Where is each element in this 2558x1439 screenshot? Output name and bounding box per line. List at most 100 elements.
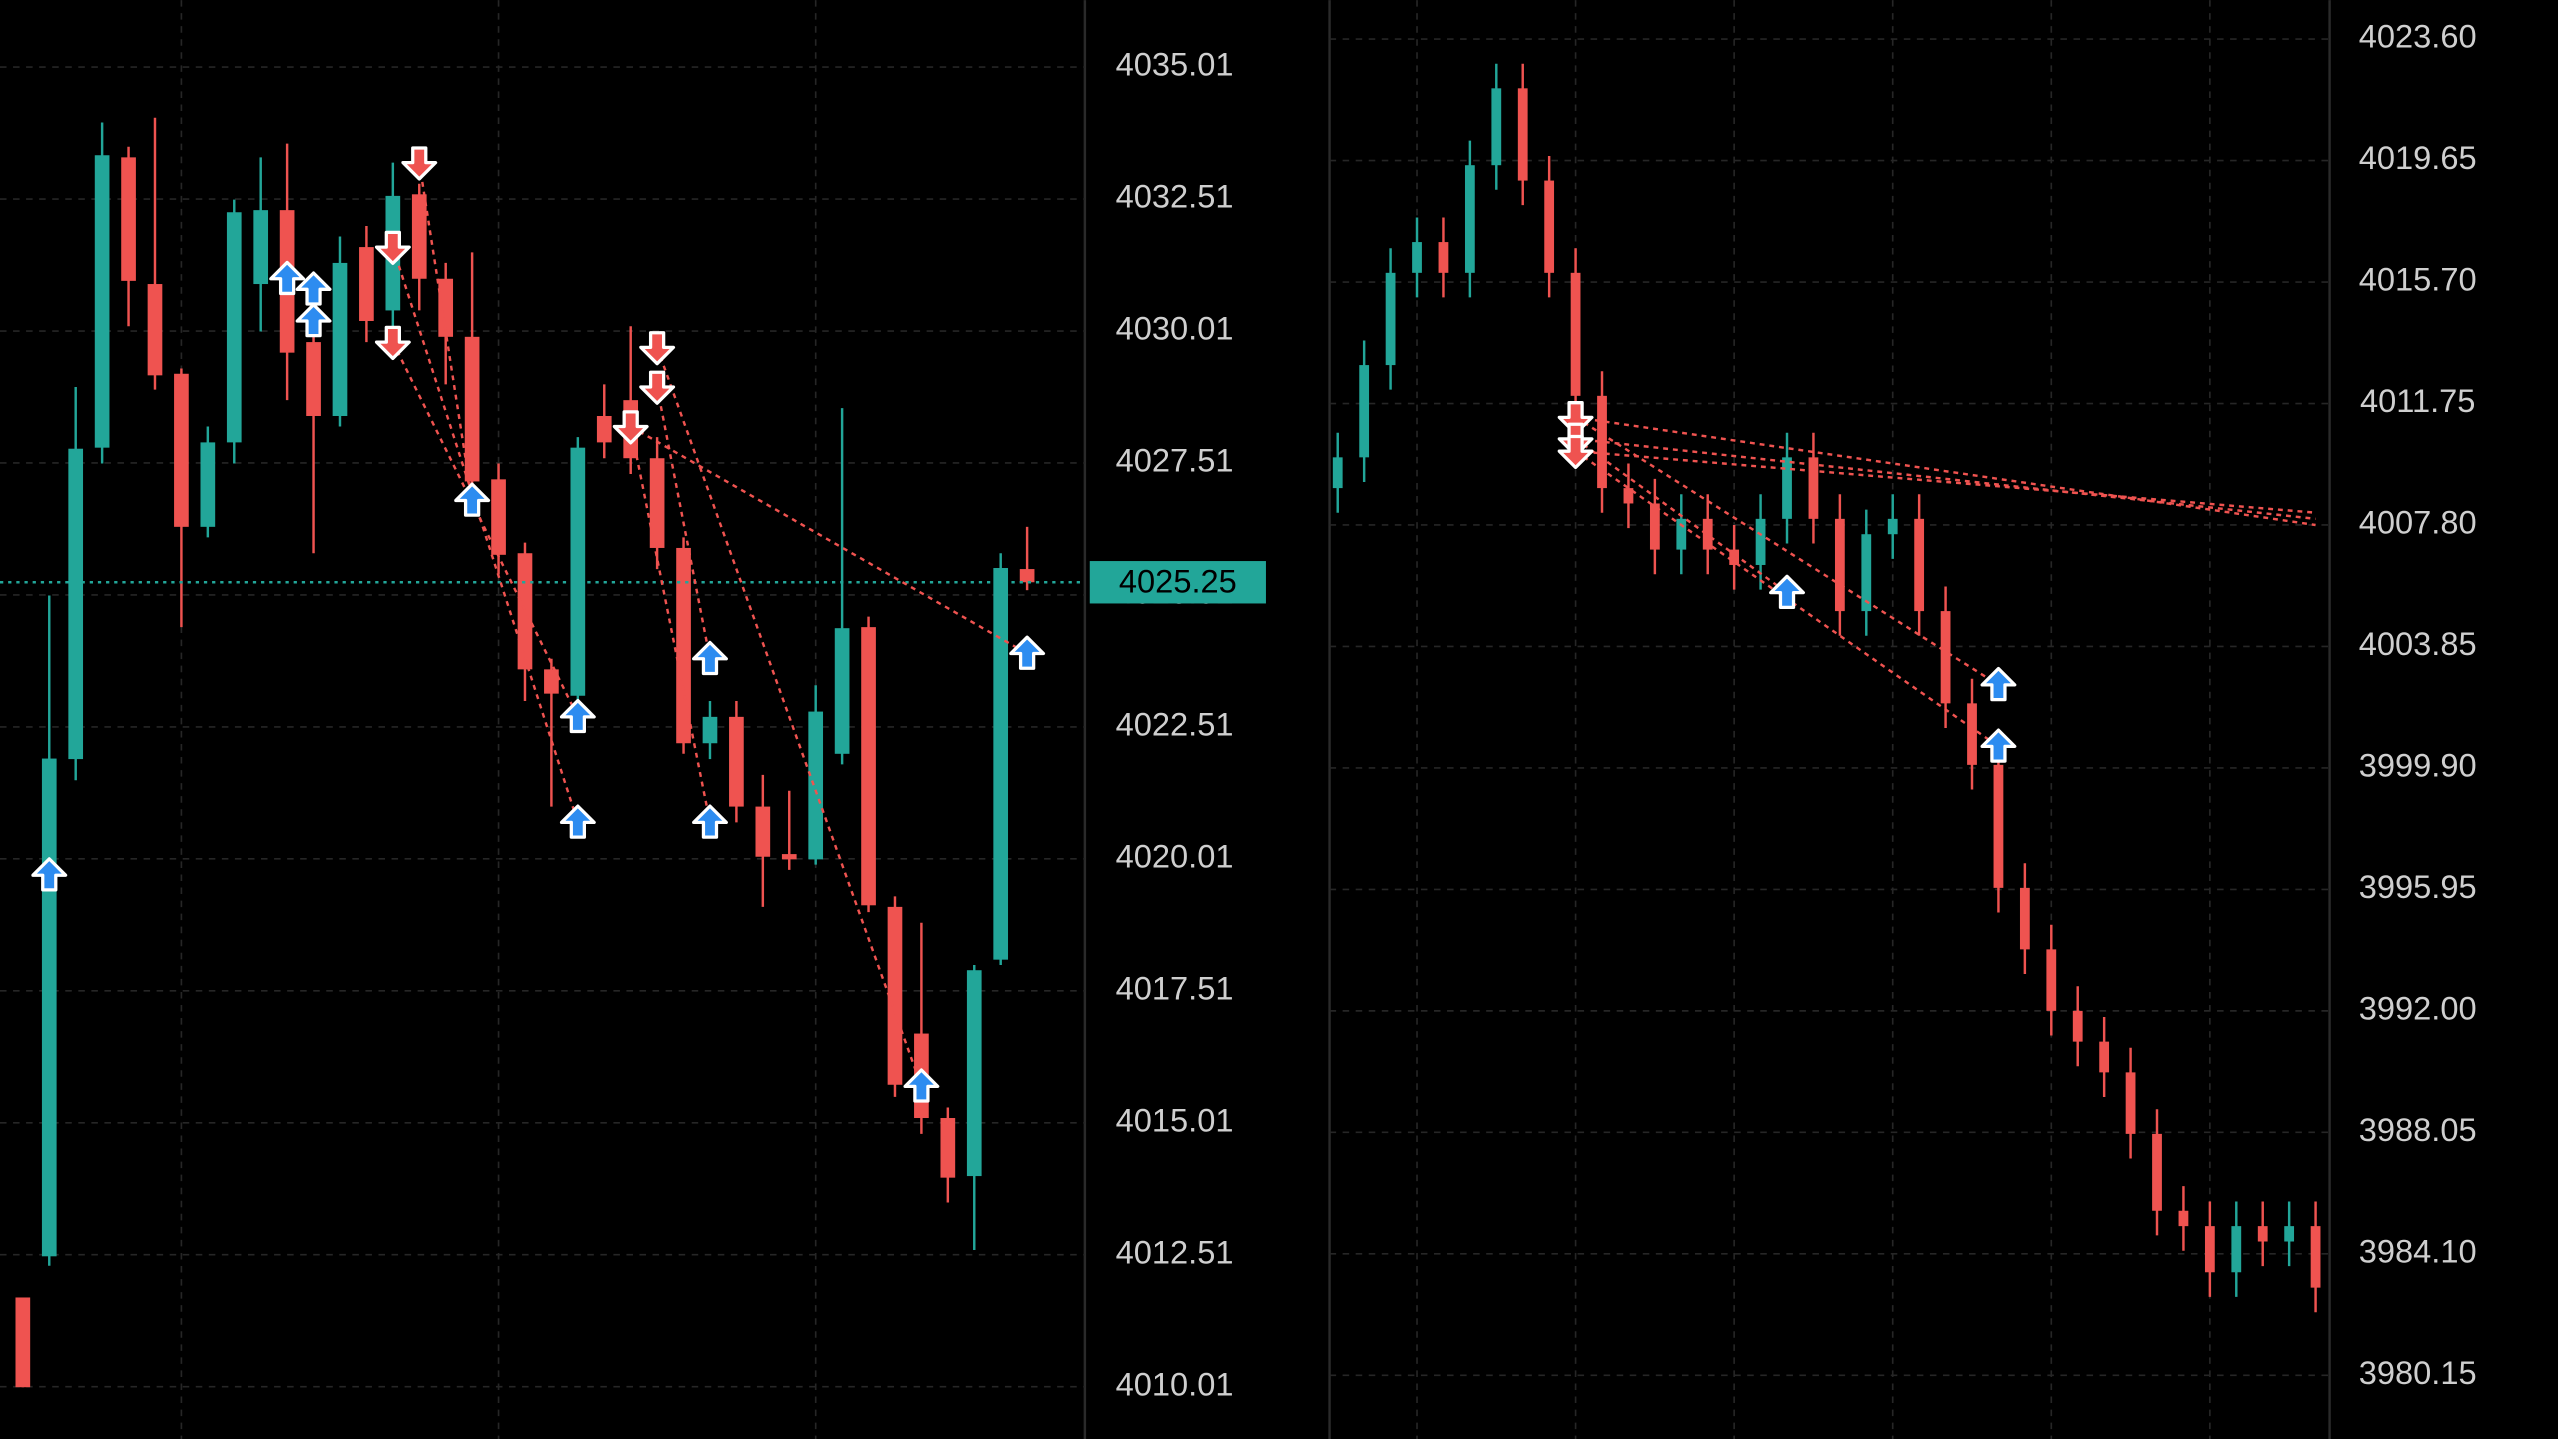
candle-body bbox=[1861, 534, 1872, 612]
candle-body bbox=[755, 806, 771, 857]
candle-body bbox=[2125, 1072, 2136, 1134]
candle-body bbox=[41, 758, 57, 1257]
trade-line bbox=[629, 426, 712, 823]
candle-body bbox=[1729, 549, 1740, 565]
candle-body bbox=[1967, 703, 1977, 765]
buy-signal bbox=[295, 303, 332, 338]
candle-body bbox=[861, 627, 876, 906]
candle-body bbox=[1834, 518, 1845, 612]
candle-body bbox=[808, 711, 824, 860]
candle-body bbox=[411, 194, 427, 279]
candle-body bbox=[649, 458, 665, 548]
candle-body bbox=[1570, 272, 1581, 396]
candle-body bbox=[1438, 242, 1449, 273]
buy-signal bbox=[559, 804, 596, 839]
sell-signal bbox=[401, 146, 438, 181]
trade-line bbox=[391, 341, 579, 718]
candle-body bbox=[121, 157, 136, 281]
candle-body bbox=[1914, 518, 1925, 612]
sell-signal bbox=[639, 370, 676, 405]
y-tick-label: 3992.00 bbox=[2359, 989, 2477, 1026]
sell-signal bbox=[1557, 401, 1594, 436]
trade-line bbox=[1575, 416, 2316, 527]
sell-signal bbox=[1557, 434, 1594, 470]
candle-body bbox=[2099, 1041, 2110, 1073]
y-tick-label: 4015.70 bbox=[2359, 261, 2477, 298]
y-tick-label: 3984.10 bbox=[2359, 1232, 2477, 1269]
buy-signal bbox=[269, 260, 306, 296]
candle-body bbox=[226, 212, 242, 443]
candle-body bbox=[464, 336, 480, 482]
y-tick-label: 4032.51 bbox=[1116, 178, 1234, 215]
candle-body bbox=[68, 448, 84, 760]
y-tick-label: 4017.51 bbox=[1116, 969, 1234, 1006]
candle-body bbox=[2231, 1226, 2242, 1273]
candle-body bbox=[1623, 488, 1634, 504]
sell-signal bbox=[374, 325, 411, 361]
candle-body bbox=[1385, 272, 1396, 366]
candle-body bbox=[94, 155, 110, 448]
y-tick-label: 4007.80 bbox=[2359, 504, 2477, 541]
candle-body bbox=[1702, 518, 1713, 550]
buy-signal bbox=[31, 857, 68, 892]
candle-body bbox=[1412, 242, 1422, 273]
candle-body bbox=[438, 278, 454, 337]
buy-signal bbox=[692, 640, 728, 676]
y-tick-label: 4015.01 bbox=[1116, 1101, 1234, 1138]
buy-signal bbox=[903, 1068, 940, 1103]
candle-body bbox=[940, 1118, 956, 1178]
sell-signal bbox=[612, 410, 649, 445]
candle-body bbox=[596, 415, 612, 443]
candle-body bbox=[174, 373, 189, 527]
trade-line bbox=[1575, 449, 2316, 514]
candle-body bbox=[887, 906, 903, 1085]
y-tick-label: 4035.01 bbox=[1116, 46, 1234, 83]
candle-body bbox=[1649, 503, 1660, 550]
trade-line bbox=[1575, 437, 2316, 521]
candle-body bbox=[1019, 569, 1035, 583]
candle-body bbox=[147, 284, 163, 376]
candle-body bbox=[2204, 1226, 2215, 1273]
trade-line bbox=[1574, 437, 1788, 594]
candle-body bbox=[1887, 518, 1898, 535]
y-tick-label: 4030.01 bbox=[1116, 310, 1234, 347]
sell-signal bbox=[639, 331, 676, 366]
sell-signal bbox=[374, 230, 411, 266]
candle-body bbox=[1491, 88, 1502, 166]
candle-body bbox=[253, 210, 269, 285]
y-tick-label: 4012.51 bbox=[1116, 1233, 1234, 1270]
candle-body bbox=[1464, 165, 1475, 273]
y-tick-label: 3988.05 bbox=[2359, 1111, 2477, 1148]
y-tick-label: 4022.51 bbox=[1116, 705, 1234, 742]
candle-body bbox=[15, 1297, 31, 1388]
candle-body bbox=[834, 628, 850, 754]
candle-body bbox=[1940, 611, 1951, 704]
candle-body bbox=[781, 854, 797, 860]
candle-body bbox=[570, 447, 586, 696]
y-tick-label: 4027.51 bbox=[1116, 442, 1234, 479]
candle-body bbox=[1808, 457, 1819, 519]
candle-body bbox=[702, 716, 718, 744]
buy-signal bbox=[559, 698, 596, 734]
candle-body bbox=[1993, 764, 2004, 888]
candle-body bbox=[966, 970, 982, 1177]
candle-body bbox=[1544, 180, 1555, 273]
candle-body bbox=[2046, 949, 2057, 1011]
trade-line bbox=[418, 162, 474, 501]
candle-body bbox=[729, 716, 744, 807]
candle-body bbox=[1755, 518, 1766, 565]
buy-signal bbox=[454, 482, 491, 517]
buy-signal bbox=[1009, 635, 1046, 670]
buy-signal bbox=[1769, 574, 1805, 609]
buy-signal bbox=[1980, 728, 2017, 763]
y-tick-label: 4023.60 bbox=[2359, 18, 2477, 55]
candle-body bbox=[1359, 365, 1370, 458]
y-tick-label: 4010.01 bbox=[1116, 1365, 1234, 1402]
candle-body bbox=[1517, 88, 1528, 181]
y-tick-label: 3995.95 bbox=[2359, 868, 2477, 905]
candle-body bbox=[2178, 1210, 2189, 1227]
y-tick-label: 4003.85 bbox=[2359, 625, 2477, 662]
